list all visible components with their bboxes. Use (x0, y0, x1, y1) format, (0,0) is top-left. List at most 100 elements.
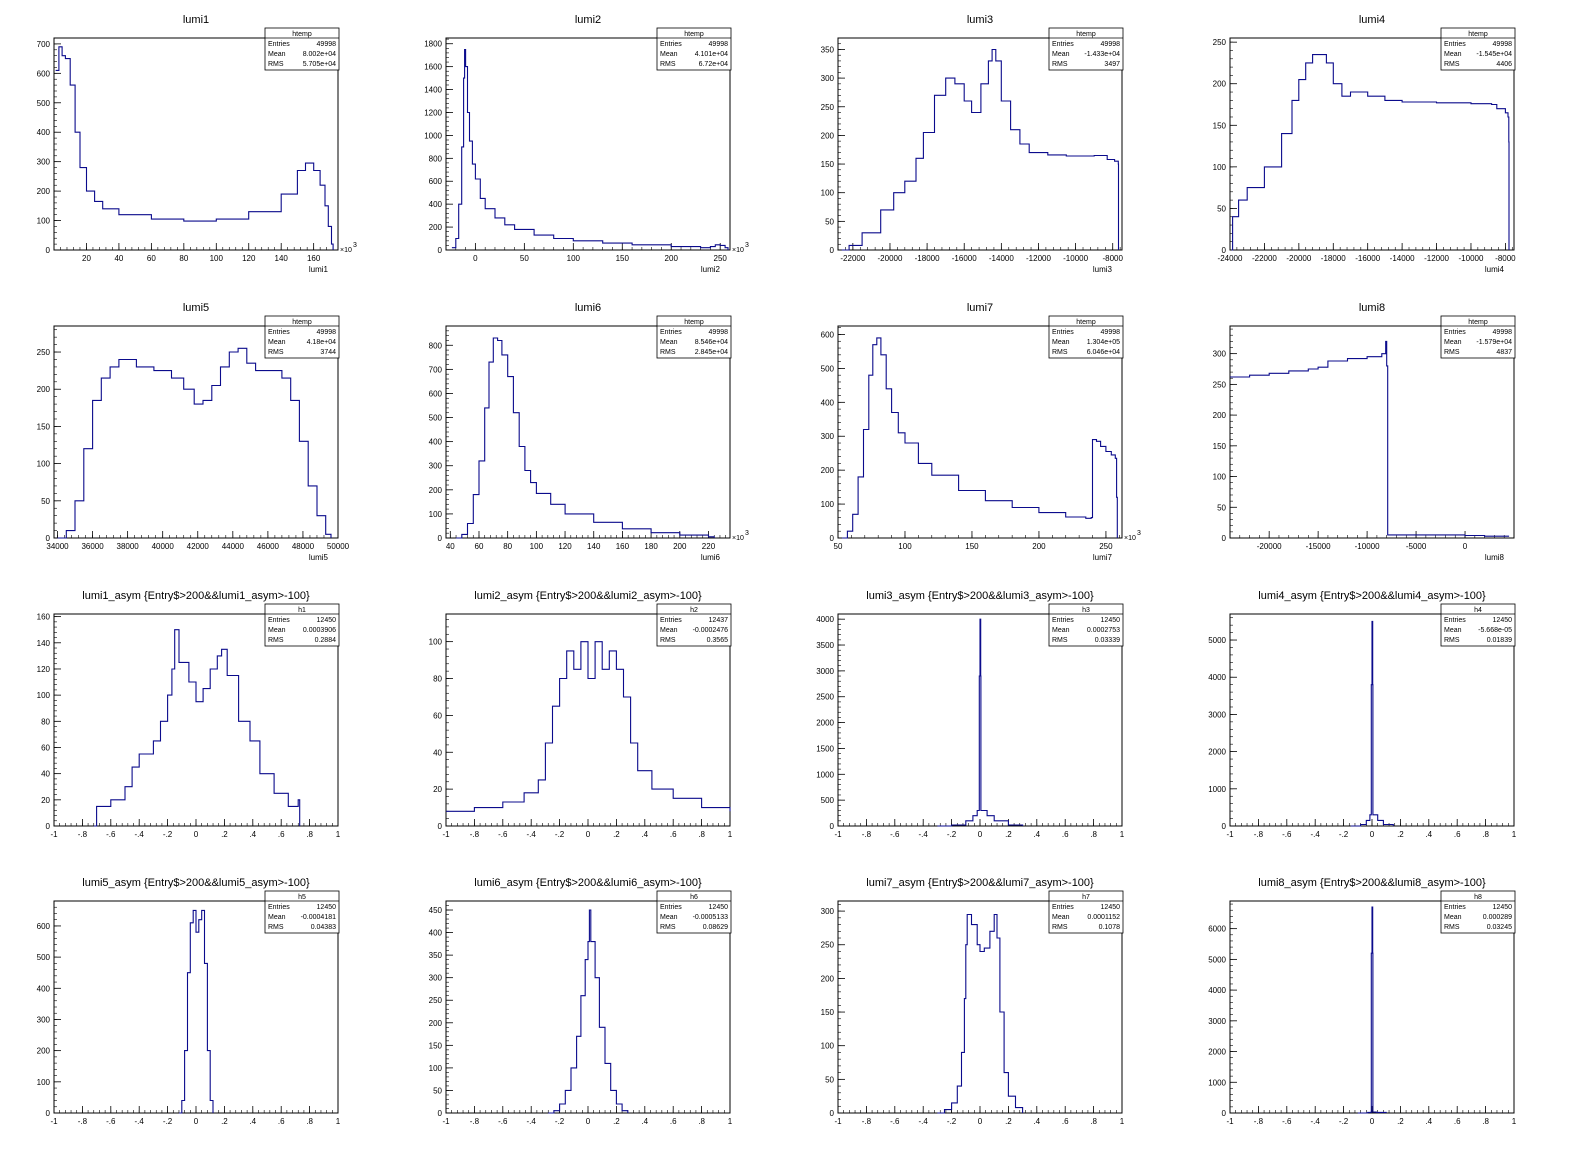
x-tick-label: .6 (1062, 1117, 1069, 1126)
stats-value: 0.0001152 (1087, 914, 1120, 921)
stats-value: 49998 (1101, 41, 1121, 48)
x-tick-label: 46000 (257, 542, 280, 551)
x-tick-label: 0 (586, 1117, 591, 1126)
y-tick-label: 100 (429, 638, 443, 647)
x-tick-label: 200 (665, 254, 679, 263)
y-tick-label: 250 (1213, 380, 1227, 389)
x-tick-label: -.6 (1282, 830, 1292, 839)
x-tick-label: -.4 (527, 830, 537, 839)
x-tick-label: .4 (1033, 830, 1040, 839)
stats-label: Mean (268, 339, 286, 346)
y-tick-label: 5000 (1208, 636, 1226, 645)
stats-value: 2.845e+04 (695, 349, 728, 356)
y-tick-label: 150 (821, 1008, 835, 1017)
x-tick-label: -18000 (915, 254, 940, 263)
stats-value: 0.0002753 (1087, 627, 1120, 634)
stats-label: Mean (1444, 339, 1462, 346)
stats-box (1440, 27, 1516, 71)
y-tick-label: 100 (821, 500, 835, 509)
x-tick-label: 120 (558, 542, 572, 551)
stats-label: Entries (1052, 617, 1074, 624)
panel-title: lumi2_asym {Entry$>200&&lumi2_asym>-100} (474, 590, 702, 602)
plot-frame (53, 325, 339, 539)
panel-title: lumi7_asym {Entry$>200&&lumi7_asym>-100} (866, 877, 1094, 889)
y-tick-label: 100 (821, 189, 835, 198)
stats-value: 49998 (709, 41, 729, 48)
x-tick-label: .8 (1482, 830, 1489, 839)
histogram-panel: lumi7 0 100 200 300 400 500 600 50 100 150 200 250 lu… (821, 302, 1141, 562)
x-tick-label: .4 (1033, 1117, 1040, 1126)
stats-value: 12450 (317, 617, 337, 624)
x-tick-label: -1 (50, 830, 58, 839)
y-tick-label: 400 (429, 929, 443, 938)
stats-label: Entries (1444, 329, 1466, 336)
x-tick-label: -16000 (952, 254, 977, 263)
stats-label: RMS (1444, 61, 1460, 68)
stats-value: 49998 (1493, 329, 1513, 336)
histogram-panel: lumi5 0 50 100 150 200 250 34000 36000 38000 40000… (37, 302, 350, 562)
x-tick-label: -.8 (78, 830, 88, 839)
stats-name: h3 (1082, 607, 1090, 614)
stats-value: 5.705e+04 (303, 61, 336, 68)
stats-value: 12450 (709, 904, 729, 911)
x-tick-label: .8 (698, 830, 705, 839)
stats-box (1440, 603, 1516, 647)
histogram-line (1231, 54, 1510, 251)
x-tick-label: 0 (473, 254, 478, 263)
x-tick-label: .8 (306, 830, 313, 839)
stats-value: 0.3565 (707, 637, 729, 644)
y-tick-label: 300 (1213, 350, 1227, 359)
x-tick-label: 50000 (327, 542, 350, 551)
panel-title: lumi7 (967, 302, 993, 314)
x-tick-label: -12000 (1424, 254, 1449, 263)
y-tick-label: 1600 (424, 63, 442, 72)
stats-label: Mean (660, 627, 678, 634)
y-tick-label: 3000 (816, 667, 834, 676)
stats-label: RMS (660, 349, 676, 356)
stats-label: RMS (268, 637, 284, 644)
histogram-line (179, 909, 214, 1114)
y-tick-label: 6000 (1208, 925, 1226, 934)
x-tick-label: 1 (728, 830, 733, 839)
x-tick-label: .6 (1454, 830, 1461, 839)
stats-label: RMS (1052, 637, 1068, 644)
histogram-line (1230, 340, 1510, 537)
histogram-line (937, 913, 1024, 1114)
x-tick-label: 80 (503, 542, 512, 551)
x-tick-label: 50 (834, 542, 843, 551)
y-tick-label: 250 (37, 348, 51, 357)
y-tick-label: 1000 (816, 770, 834, 779)
stats-box (1048, 603, 1124, 647)
x-tick-label: .2 (1005, 830, 1012, 839)
y-tick-label: 0 (438, 822, 443, 831)
x-tick-label: 180 (644, 542, 658, 551)
stats-box (1048, 890, 1124, 934)
y-tick-label: 150 (1213, 121, 1227, 130)
stats-value: -1.545e+04 (1476, 51, 1512, 58)
stats-label: Entries (660, 41, 682, 48)
x-tick-label: -.2 (947, 1117, 957, 1126)
x-tick-label: 0 (978, 1117, 983, 1126)
x-tick-label: 36000 (81, 542, 104, 551)
y-tick-label: 300 (821, 432, 835, 441)
y-tick-label: 2000 (1208, 748, 1226, 757)
x-tick-label: -.8 (470, 830, 480, 839)
y-tick-label: 160 (37, 613, 51, 622)
stats-name: h6 (690, 894, 698, 901)
x-tick-label: 140 (587, 542, 601, 551)
y-tick-label: 800 (429, 341, 443, 350)
y-tick-label: 300 (429, 462, 443, 471)
x-tick-label: .6 (278, 1117, 285, 1126)
stats-value: 4837 (1496, 349, 1512, 356)
panel-title: lumi4 (1359, 14, 1385, 26)
x-tick-label: 1 (1120, 1117, 1125, 1126)
x-tick-label: 250 (1099, 542, 1113, 551)
y-tick-label: 4000 (1208, 673, 1226, 682)
histogram-line (446, 641, 731, 812)
x-tick-label: -.6 (890, 1117, 900, 1126)
x-tick-label: 200 (1032, 542, 1046, 551)
x-tick-label: .4 (1425, 1117, 1432, 1126)
y-tick-label: 50 (41, 497, 50, 506)
y-tick-label: 0 (830, 822, 835, 831)
y-tick-label: 200 (37, 187, 51, 196)
